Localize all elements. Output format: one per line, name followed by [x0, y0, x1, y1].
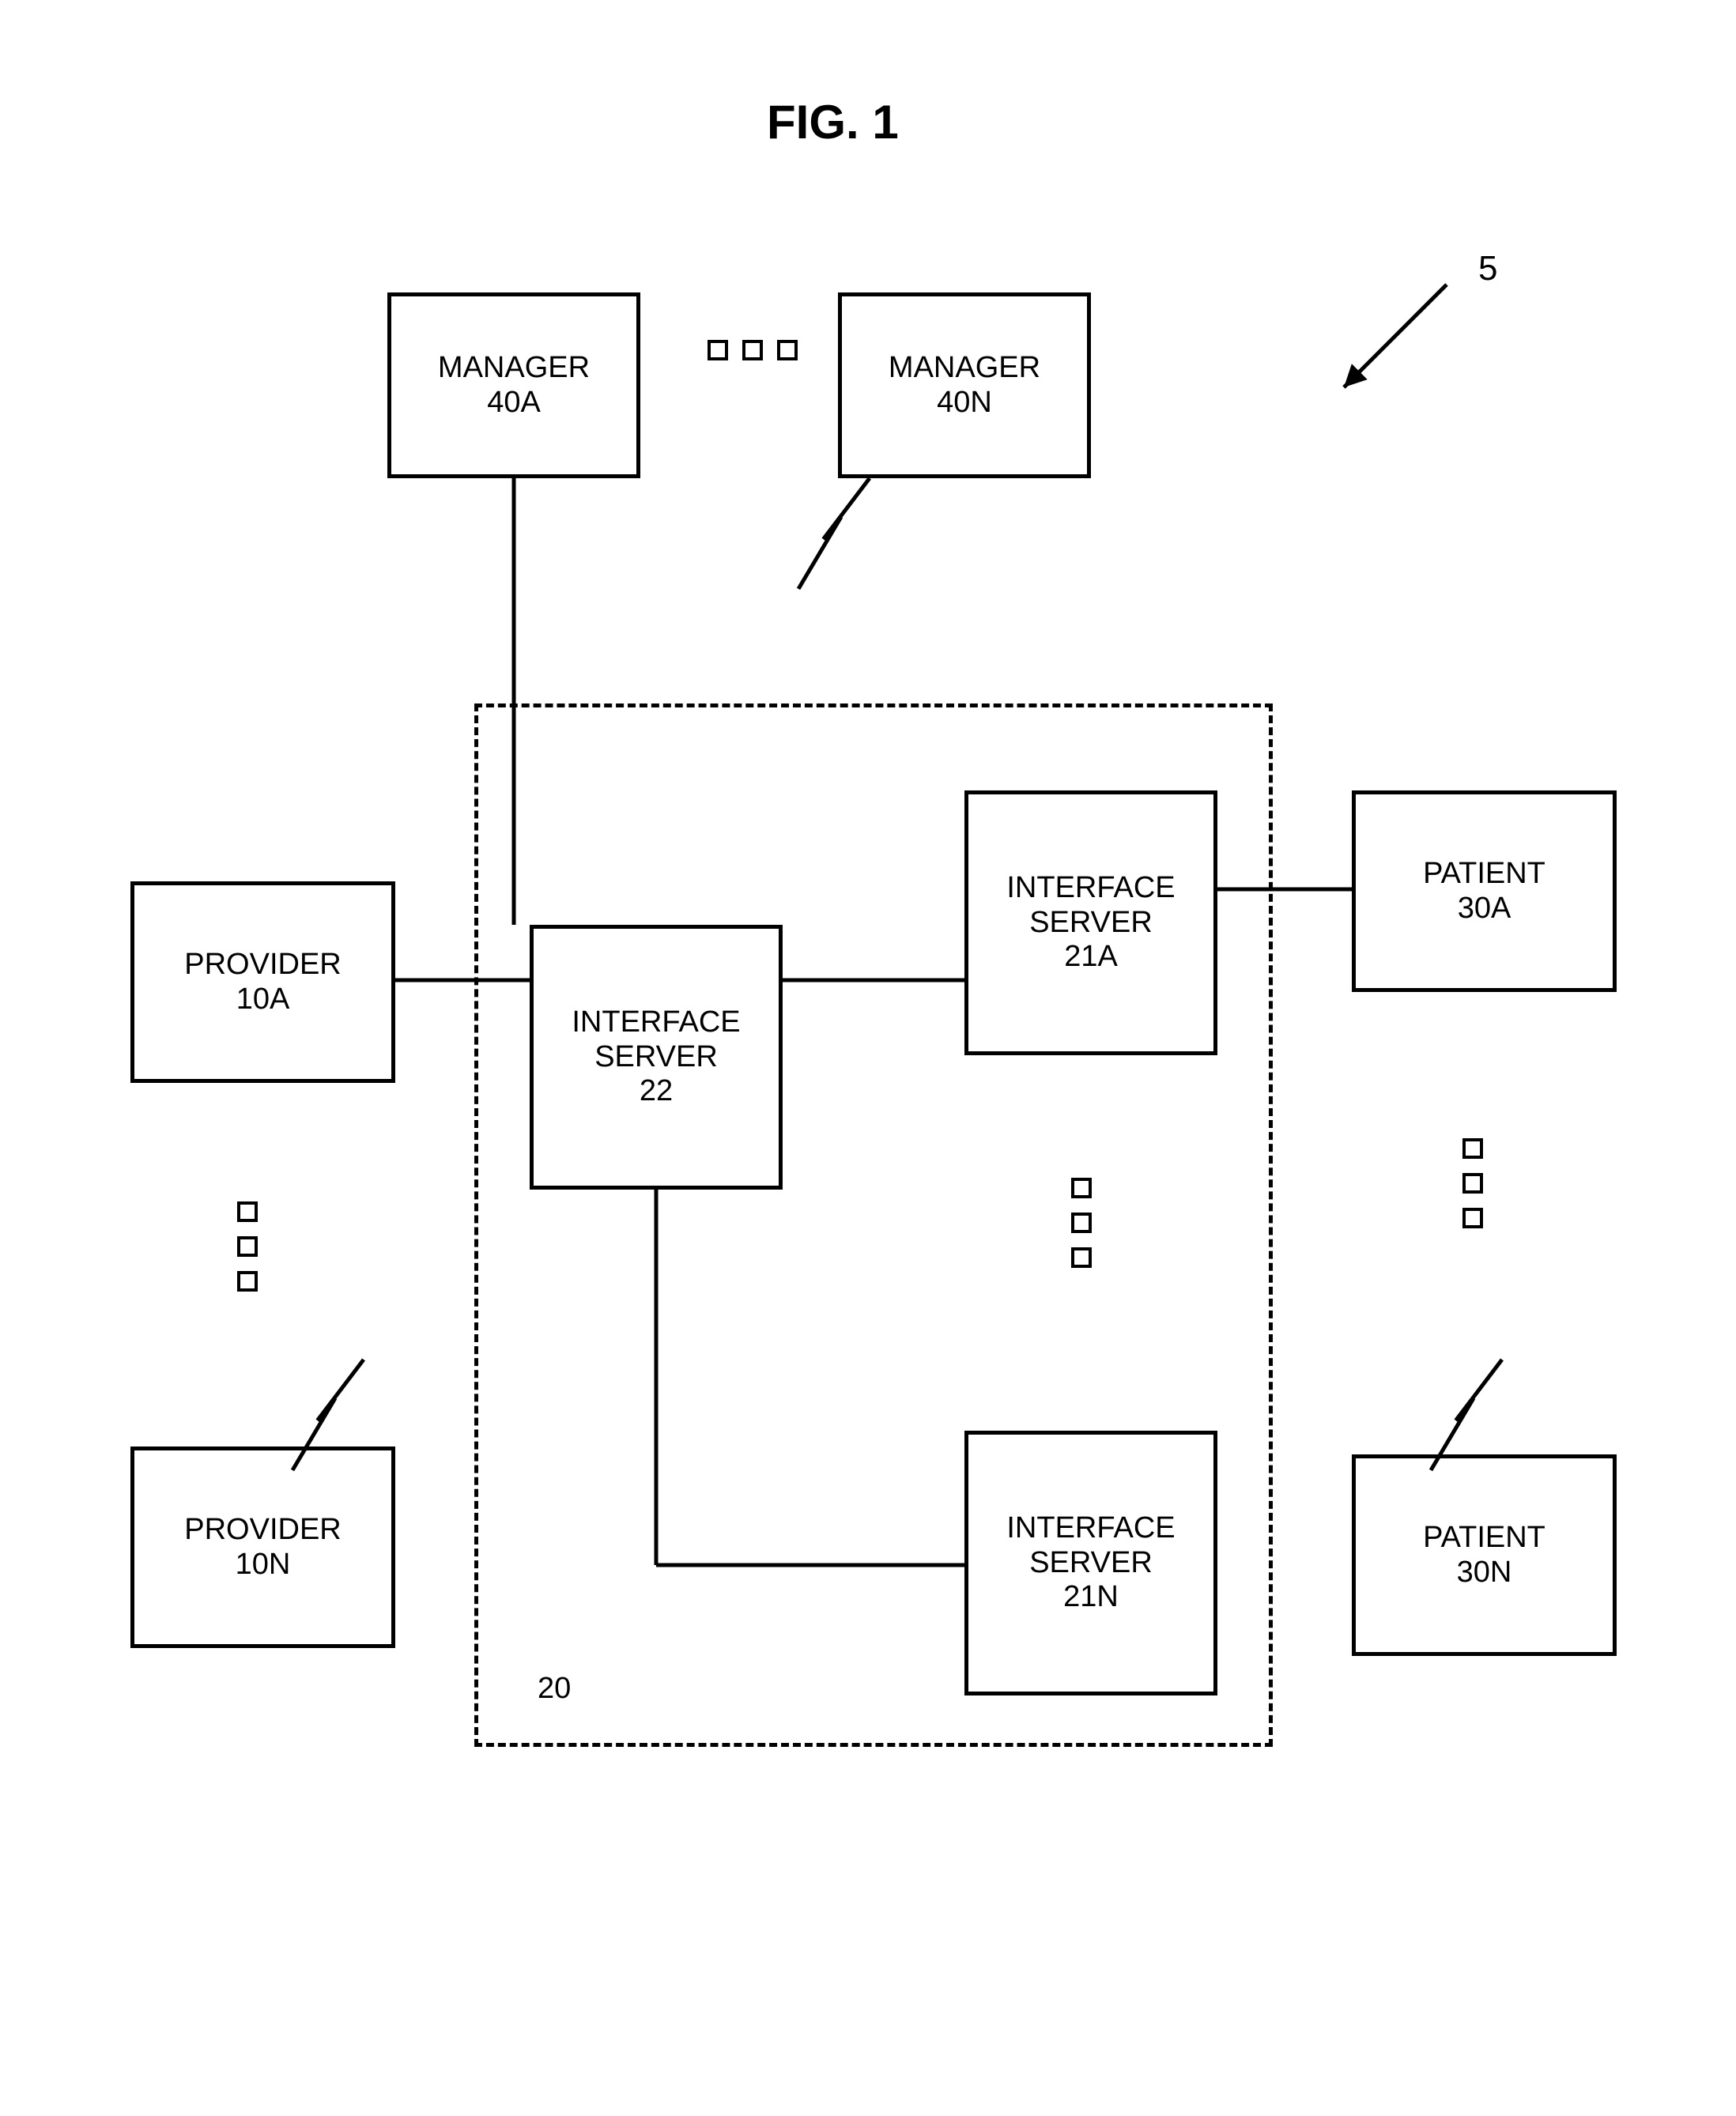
manager-n-label: MANAGER	[889, 351, 1040, 386]
region-label-text: 20	[538, 1672, 571, 1705]
manager-n-box: MANAGER 40N	[838, 292, 1091, 478]
region-label: 20	[538, 1672, 571, 1706]
ellipsis-square	[1462, 1138, 1483, 1159]
provider-a-ref: 10A	[236, 983, 290, 1017]
diagram-page: FIG. 1 5 20 MANAGER 40A MANAGER 40N PROV…	[0, 0, 1736, 2116]
ellipsis-square	[708, 340, 728, 360]
ifaces-ellipsis	[1071, 1178, 1092, 1268]
iface21n-box: INTERFACESERVER 21N	[964, 1431, 1217, 1695]
patient-n-label: PATIENT	[1423, 1521, 1545, 1556]
ellipsis-square	[1462, 1173, 1483, 1194]
iface21n-label: INTERFACESERVER	[1006, 1511, 1175, 1580]
figure-title-text: FIG. 1	[767, 95, 899, 149]
ellipsis-square	[237, 1271, 258, 1292]
provider-n-box: PROVIDER 10N	[130, 1446, 395, 1648]
patient-n-box: PATIENT 30N	[1352, 1454, 1617, 1656]
iface21a-ref: 21A	[1064, 940, 1118, 975]
iface22-label: INTERFACESERVER	[572, 1005, 740, 1074]
manager-a-label: MANAGER	[438, 351, 590, 386]
manager-n-ref: 40N	[937, 386, 992, 421]
manager-a-ref: 40A	[487, 386, 541, 421]
iface22-box: INTERFACESERVER 22	[530, 925, 783, 1190]
patient-a-ref: 30A	[1458, 892, 1511, 926]
ellipsis-square	[237, 1201, 258, 1222]
patient-n-ref: 30N	[1457, 1556, 1512, 1590]
ellipsis-square	[742, 340, 763, 360]
manager-a-box: MANAGER 40A	[387, 292, 640, 478]
ellipsis-square	[777, 340, 798, 360]
provider-n-label: PROVIDER	[184, 1513, 341, 1548]
system-ref-text: 5	[1478, 249, 1497, 288]
patients-ellipsis	[1462, 1138, 1483, 1228]
ellipsis-square	[1462, 1208, 1483, 1228]
ellipsis-square	[237, 1236, 258, 1257]
system-ref-label: 5	[1478, 249, 1497, 289]
iface21a-box: INTERFACESERVER 21A	[964, 790, 1217, 1055]
provider-a-label: PROVIDER	[184, 948, 341, 983]
iface21n-ref: 21N	[1063, 1580, 1119, 1615]
patient-a-label: PATIENT	[1423, 857, 1545, 892]
providers-ellipsis	[237, 1201, 258, 1292]
iface21a-label: INTERFACESERVER	[1006, 871, 1175, 940]
iface22-ref: 22	[640, 1074, 673, 1109]
ellipsis-square	[1071, 1247, 1092, 1268]
provider-a-box: PROVIDER 10A	[130, 881, 395, 1083]
provider-n-ref: 10N	[236, 1548, 291, 1582]
ellipsis-square	[1071, 1178, 1092, 1198]
managers-ellipsis	[708, 340, 798, 360]
ellipsis-square	[1071, 1213, 1092, 1233]
patient-a-box: PATIENT 30A	[1352, 790, 1617, 992]
